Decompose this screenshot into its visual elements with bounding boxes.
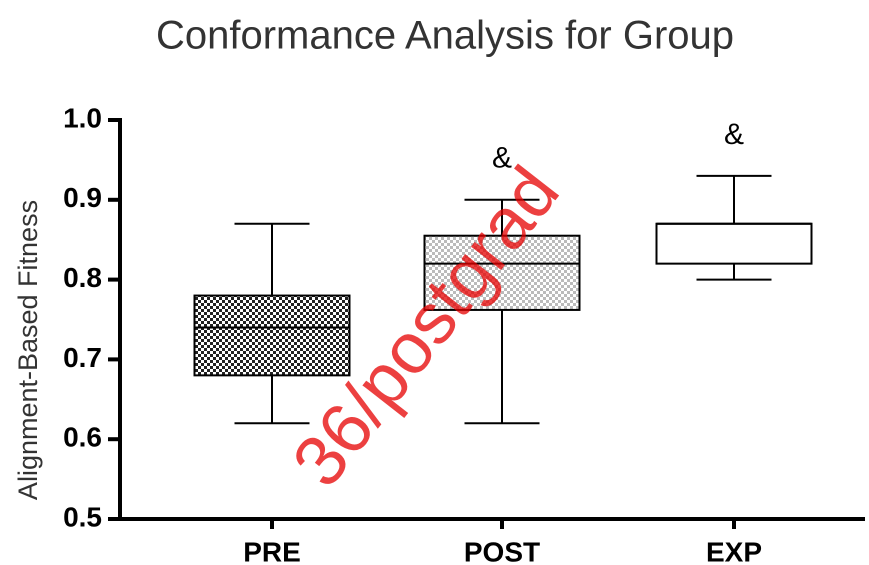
- y-tick-label: 0.8: [63, 262, 102, 293]
- y-tick-label: 0.5: [63, 501, 102, 532]
- y-tick-label: 0.9: [63, 182, 102, 213]
- y-tick-label: 0.7: [63, 342, 102, 373]
- chart-title: Conformance Analysis for Group: [156, 14, 734, 58]
- y-tick-label: 1.0: [63, 102, 102, 133]
- annotation: &: [724, 118, 744, 151]
- annotation: &: [492, 142, 512, 175]
- x-tick-label: PRE: [243, 536, 301, 565]
- box: [655, 222, 813, 265]
- y-tick-label: 0.6: [63, 422, 102, 453]
- box: [423, 234, 581, 311]
- x-tick-label: POST: [464, 536, 540, 565]
- box: [193, 294, 351, 377]
- y-axis-label: Alignment-Based Fitness: [13, 200, 43, 500]
- x-tick-label: EXP: [706, 536, 762, 565]
